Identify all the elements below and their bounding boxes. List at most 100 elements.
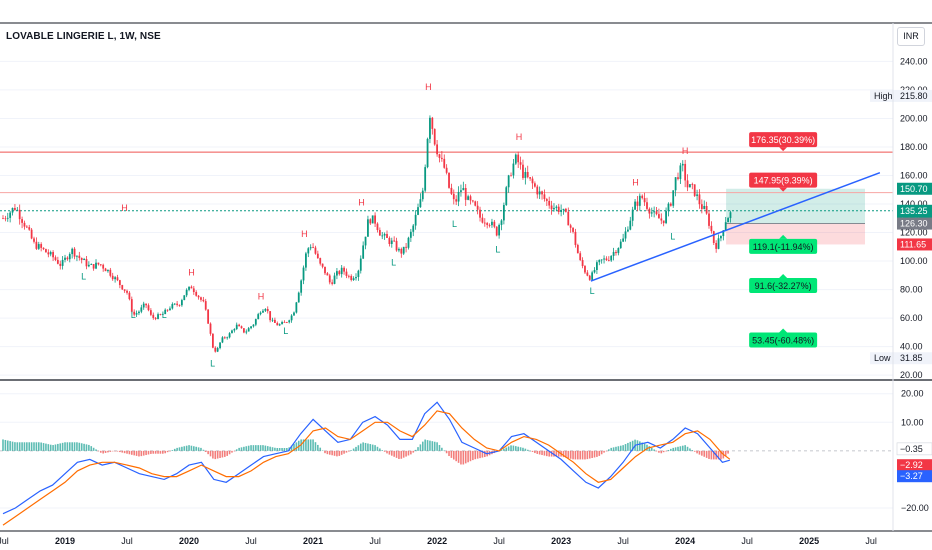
macd-histogram-bar [484,450,486,458]
candle-body [698,194,701,205]
candle-body [519,162,522,165]
macd-histogram-bar [181,446,183,451]
candle-body [627,229,629,232]
macd-histogram-bar [104,450,107,453]
macd-histogram-bar [99,450,102,453]
candle-body [145,303,148,306]
candle-body [369,219,372,224]
macd-histogram-bar [336,450,338,457]
macd-histogram-bar [59,443,62,451]
candle-body [293,312,295,316]
candle-body [498,224,501,236]
macd-histogram-bar [23,442,26,451]
candle-body [147,305,150,311]
macd-histogram-bar [371,444,374,451]
macd-histogram-bar [49,444,52,451]
macd-histogram-bar [338,450,341,456]
candle-body [197,295,200,298]
macd-histogram-bar [216,450,219,459]
macd-histogram-bar [164,450,166,454]
candle-body [724,222,727,231]
candle-body [526,171,529,178]
macd-histogram-bar [510,445,512,451]
candle-body [92,264,95,269]
high-low-markers: H L L L H L H L H H L H L L H L H L H [81,82,688,369]
candle-body [247,328,250,332]
candle-body [328,275,331,283]
macd-histogram-bar [157,450,159,454]
candle-body [28,227,31,230]
macd-histogram-bar [240,447,243,451]
candle-body [6,217,9,219]
macd-histogram-bar [512,445,515,451]
candle-body [133,311,136,315]
macd-histogram-bar [436,442,438,451]
x-tick-label: Jul [245,536,257,546]
candle-body [445,167,448,173]
target-zone [726,188,865,224]
candle-body [457,191,460,202]
candle-body [667,203,670,212]
macd-histogram-bar [407,450,410,456]
callout-pointer [779,234,788,239]
candle-body [204,301,207,310]
candle-body [166,309,169,311]
macd-histogram-bar [577,450,579,460]
macd-histogram-bar [4,439,7,451]
macd-histogram-bar [212,450,214,459]
candle-body [686,180,689,188]
low-marker: L [670,232,675,242]
candle-body [674,177,677,191]
macd-histogram-bar [417,447,419,451]
candle-body [584,266,586,273]
macd-histogram-bar [424,439,426,451]
candle-body [538,191,541,195]
macd-histogram-bar [643,443,646,451]
macd-histogram-bar [653,449,655,451]
macd-histogram-bar [92,447,95,451]
candle-body [524,171,527,178]
macd-histogram-bar [226,450,229,456]
macd-histogram-bar [233,450,236,452]
macd-histogram-bar [624,444,627,451]
macd-histogram-bar [314,442,317,451]
macd-histogram-bar [519,447,522,451]
candle-body [25,226,28,228]
candle-body [669,203,672,206]
candle-body [390,240,393,244]
candle-body [717,238,720,249]
low-marker: L [81,272,86,282]
macd-histogram-bar [276,448,279,451]
macd-histogram-bar [565,450,567,458]
extreme-label: Low [874,353,891,363]
candle-body [95,262,97,269]
callout-pointer [779,187,788,192]
candle-body [727,218,729,223]
macd-histogram-bar [340,450,343,455]
macd-tick-label: 10.00 [901,417,924,427]
macd-histogram-bar [617,446,620,451]
macd-histogram-bar [35,442,38,451]
candle-body [278,324,281,326]
high-marker: H [516,132,523,142]
candle-body [78,255,81,258]
currency-button[interactable]: INR [897,27,925,46]
candle-body [121,285,124,290]
candle-body [223,337,226,339]
macd-histogram-bar [321,450,324,451]
macd-histogram-bar [123,450,126,454]
x-tick-label: Jul [865,536,877,546]
price-grid [0,60,893,376]
candle-body [491,221,493,226]
candle-body [233,329,236,331]
candle-body [47,252,50,255]
candle-body [448,172,450,188]
low-marker: L [162,310,167,320]
candle-body [359,258,362,271]
macd-histogram-bar [662,450,665,453]
macd-histogram-bar [622,445,624,451]
candle-body [646,202,648,209]
macd-histogram-bar [255,445,257,451]
candle-body [471,200,474,202]
